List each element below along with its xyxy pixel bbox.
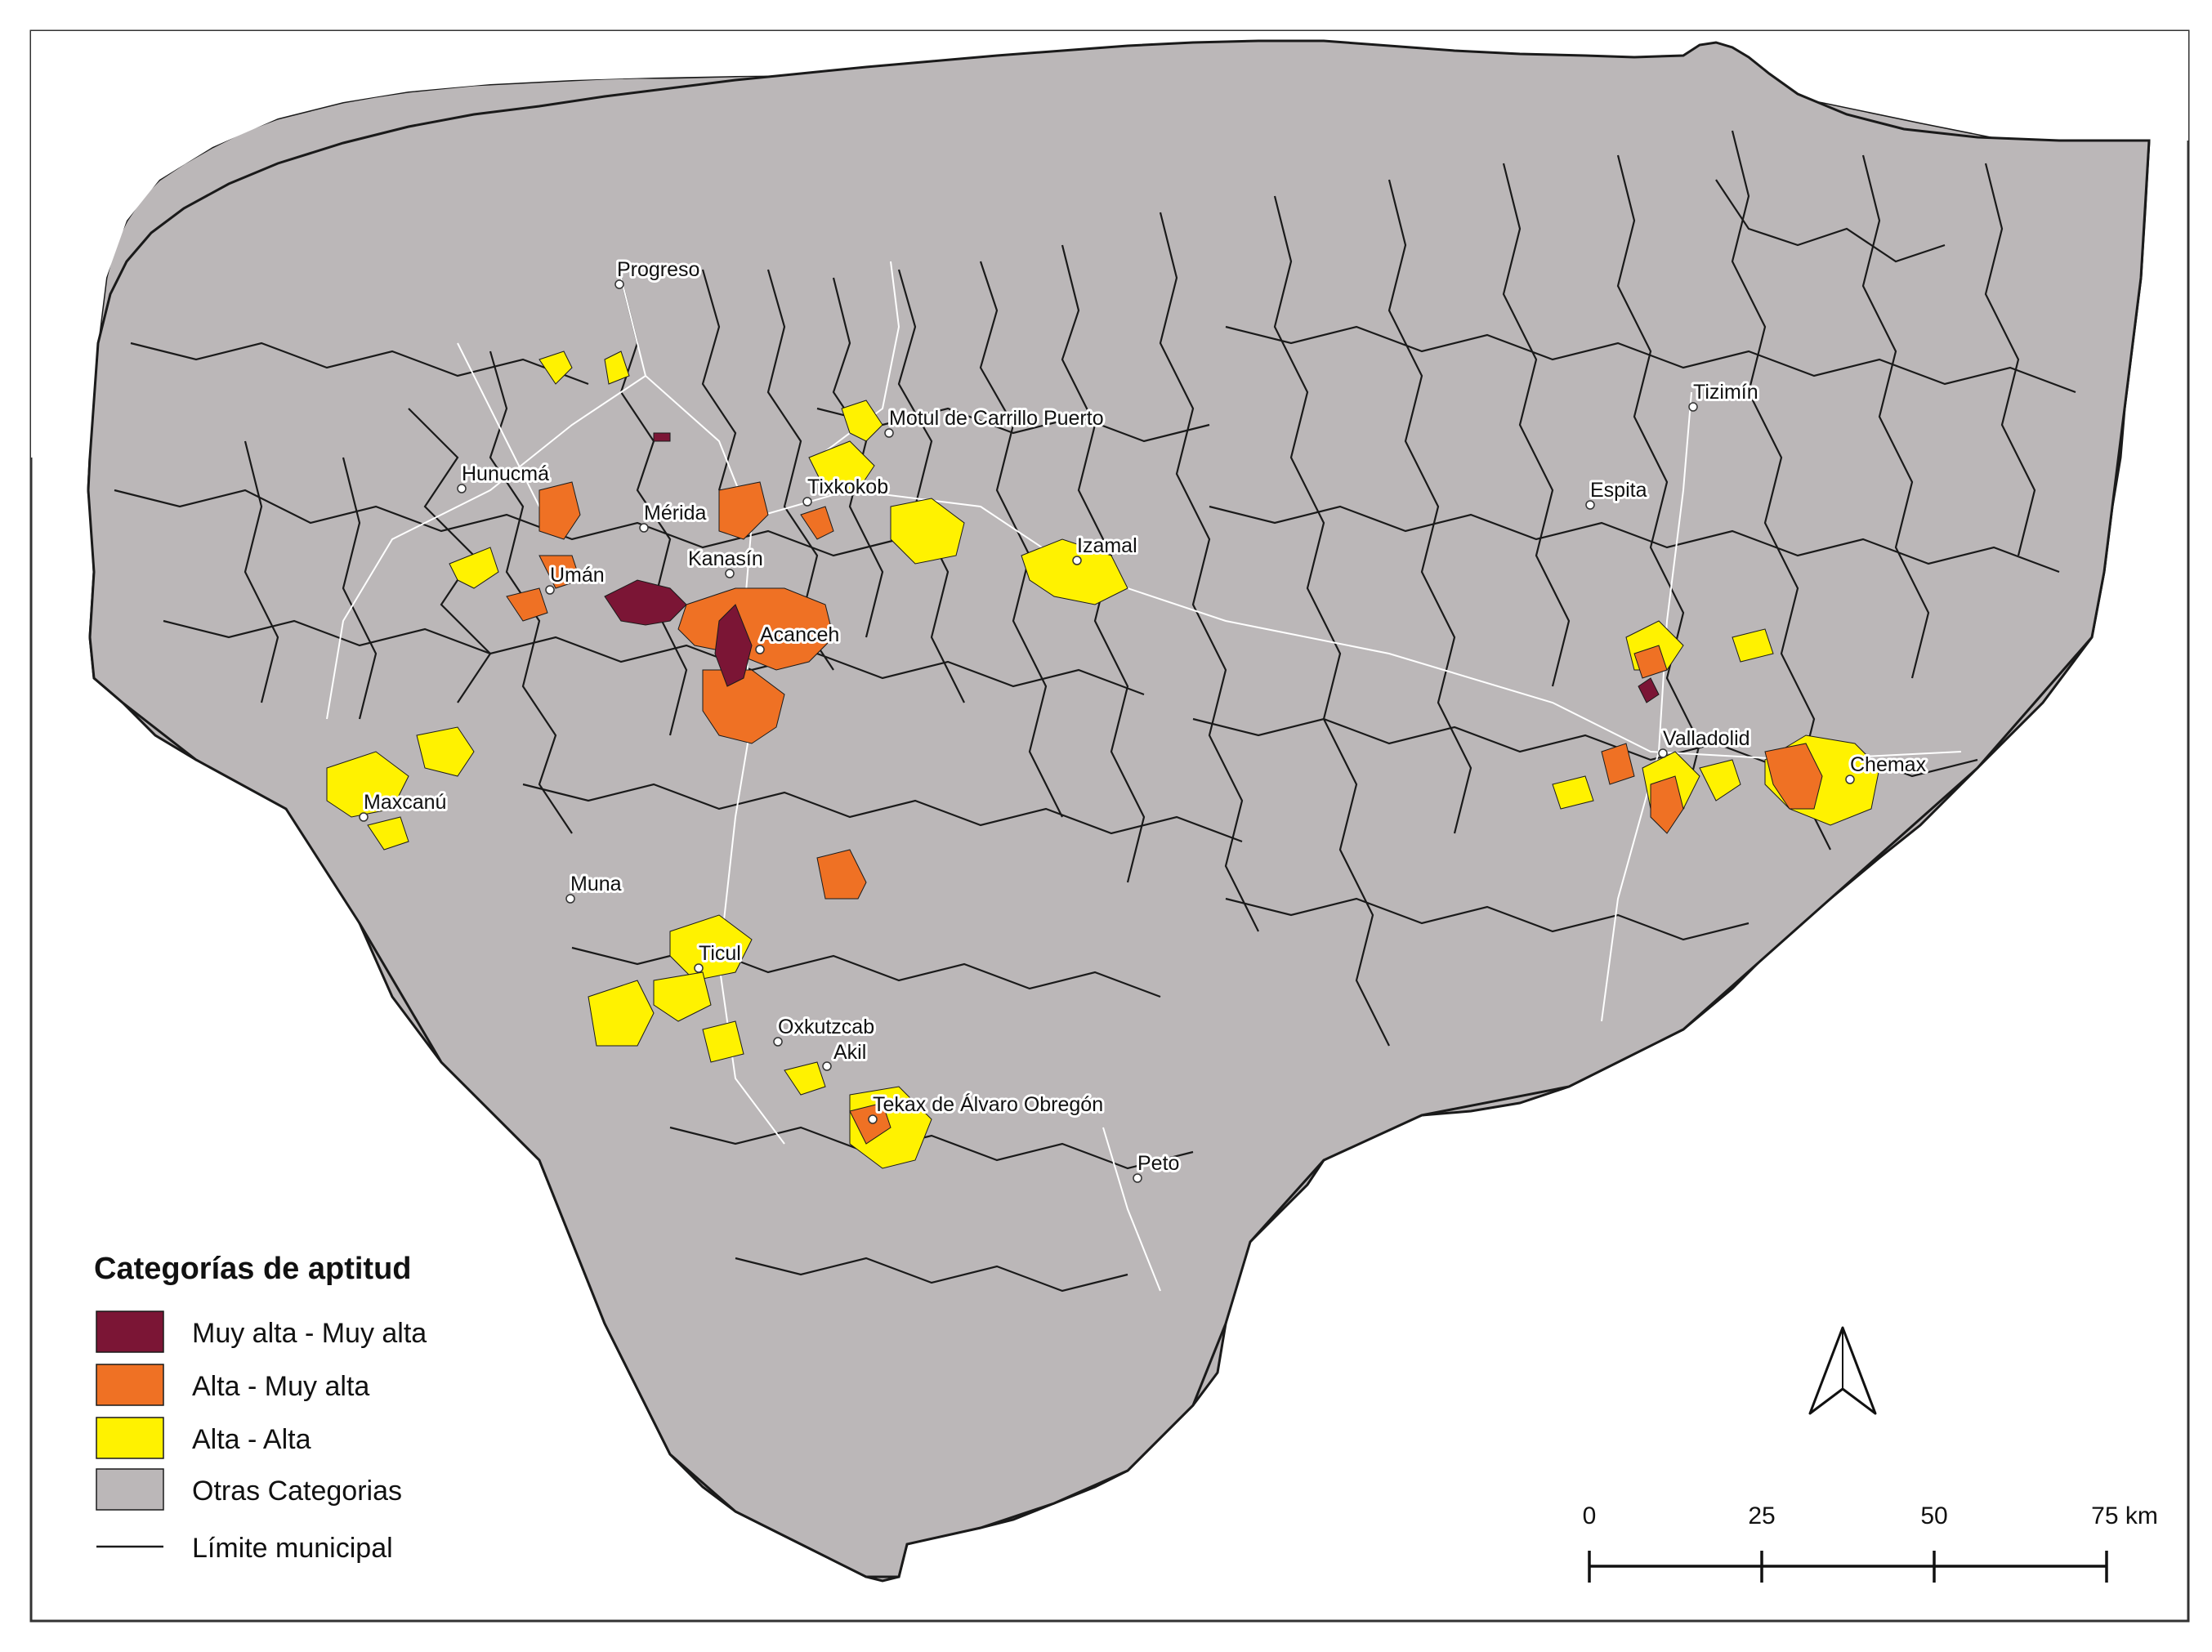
legend-swatch-muy-alta: [96, 1310, 164, 1353]
place-label: Motul de Carrillo Puerto: [889, 407, 1104, 430]
legend-label-alta-muy-alta: Alta - Muy alta: [192, 1371, 369, 1402]
place-dot: [1658, 748, 1668, 758]
north-arrow-icon: [1808, 1326, 1877, 1415]
place-dot: [868, 1114, 878, 1124]
legend-swatch-alta-muy-alta: [96, 1364, 164, 1406]
place-tixkokob: Tixkokob: [802, 473, 891, 507]
place-label: Izamal: [1077, 534, 1137, 557]
place-label: Chemax: [1850, 753, 1927, 776]
place-label: Umán: [550, 564, 605, 587]
legend-label-alta-alta: Alta - Alta: [192, 1424, 311, 1455]
place-markers: Progreso Motul de Carrillo Puerto Tizimí…: [359, 256, 1929, 1183]
scale-label-75: 75 km: [2091, 1502, 2158, 1529]
legend-label-boundary: Límite municipal: [192, 1533, 393, 1564]
place-dot: [725, 569, 735, 578]
legend: Categorías de aptitud Muy alta - Muy alt…: [94, 1252, 427, 1564]
place-tekax: Tekax de Álvaro Obregón: [868, 1090, 1106, 1124]
place-akil: Akil: [822, 1038, 869, 1071]
place-label: Peto: [1137, 1152, 1179, 1175]
place-dot: [822, 1061, 832, 1071]
place-peto: Peto: [1133, 1150, 1182, 1183]
place-label: Ticul: [699, 942, 741, 965]
place-kanasin: Kanasín: [686, 545, 766, 578]
place-dot: [1845, 775, 1855, 784]
suitability-muy-alta-muy-alta: [604, 432, 1660, 703]
legend-title: Categorías de aptitud: [94, 1252, 412, 1286]
place-label: Kanasín: [688, 547, 763, 570]
scale-label-0: 0: [1583, 1502, 1597, 1529]
place-uman: Umán: [545, 561, 607, 595]
place-chemax: Chemax: [1845, 751, 1929, 784]
place-dot: [755, 645, 765, 654]
place-dot: [359, 812, 369, 822]
place-valladolid: Valladolid: [1658, 725, 1753, 758]
northern-coast: [31, 31, 2188, 458]
place-hunucma: Hunucmá: [457, 460, 552, 493]
place-dot: [457, 484, 467, 493]
legend-swatch-otras: [96, 1468, 164, 1511]
legend-label-otras: Otras Categorias: [192, 1476, 402, 1507]
legend-label-muy-alta: Muy alta - Muy alta: [192, 1318, 427, 1349]
place-dot: [614, 279, 624, 289]
place-espita: Espita: [1585, 476, 1650, 510]
place-dot: [545, 585, 555, 595]
place-dot: [1133, 1173, 1142, 1183]
place-label: Muna: [570, 873, 622, 895]
place-dot: [694, 963, 704, 973]
place-dot: [1688, 402, 1698, 412]
place-label: Oxkutzcab: [778, 1016, 874, 1038]
suitability-alta-muy-alta: [506, 481, 1823, 1145]
place-acanceh: Acanceh: [755, 621, 842, 654]
place-label: Mérida: [644, 502, 707, 525]
place-label: Hunucmá: [462, 462, 549, 485]
place-progreso: Progreso: [614, 256, 702, 289]
place-dot: [773, 1037, 783, 1047]
scale-label-25: 25: [1748, 1502, 1775, 1529]
place-label: Progreso: [617, 258, 699, 281]
place-maxcanu: Maxcanú: [359, 788, 449, 822]
place-label: Tizimín: [1693, 381, 1758, 404]
place-label: Valladolid: [1663, 727, 1750, 750]
coast-outline: [87, 39, 2151, 1578]
scale-label-50: 50: [1920, 1502, 1947, 1529]
place-muna: Muna: [565, 870, 624, 904]
place-dot: [1072, 556, 1082, 565]
place-label: Tixkokob: [807, 476, 888, 498]
place-izamal: Izamal: [1072, 532, 1140, 565]
place-ticul: Ticul: [694, 940, 744, 973]
place-motul: Motul de Carrillo Puerto: [884, 404, 1106, 438]
place-oxkutzcab: Oxkutzcab: [773, 1013, 877, 1047]
place-tizimin: Tizimín: [1688, 378, 1761, 412]
place-label: Espita: [1590, 479, 1647, 502]
place-dot: [1585, 500, 1595, 510]
place-dot: [565, 894, 575, 904]
place-merida: Mérida: [639, 499, 709, 533]
place-label: Maxcanú: [364, 791, 446, 814]
place-label: Akil: [833, 1041, 866, 1064]
place-label: Acanceh: [760, 623, 839, 646]
legend-swatch-alta-alta: [96, 1417, 164, 1459]
place-dot: [639, 523, 649, 533]
place-label: Tekax de Álvaro Obregón: [873, 1092, 1103, 1116]
place-dot: [802, 497, 812, 507]
place-dot: [884, 428, 894, 438]
scale-bar: 0 25 50 75 km: [1583, 1502, 2158, 1583]
